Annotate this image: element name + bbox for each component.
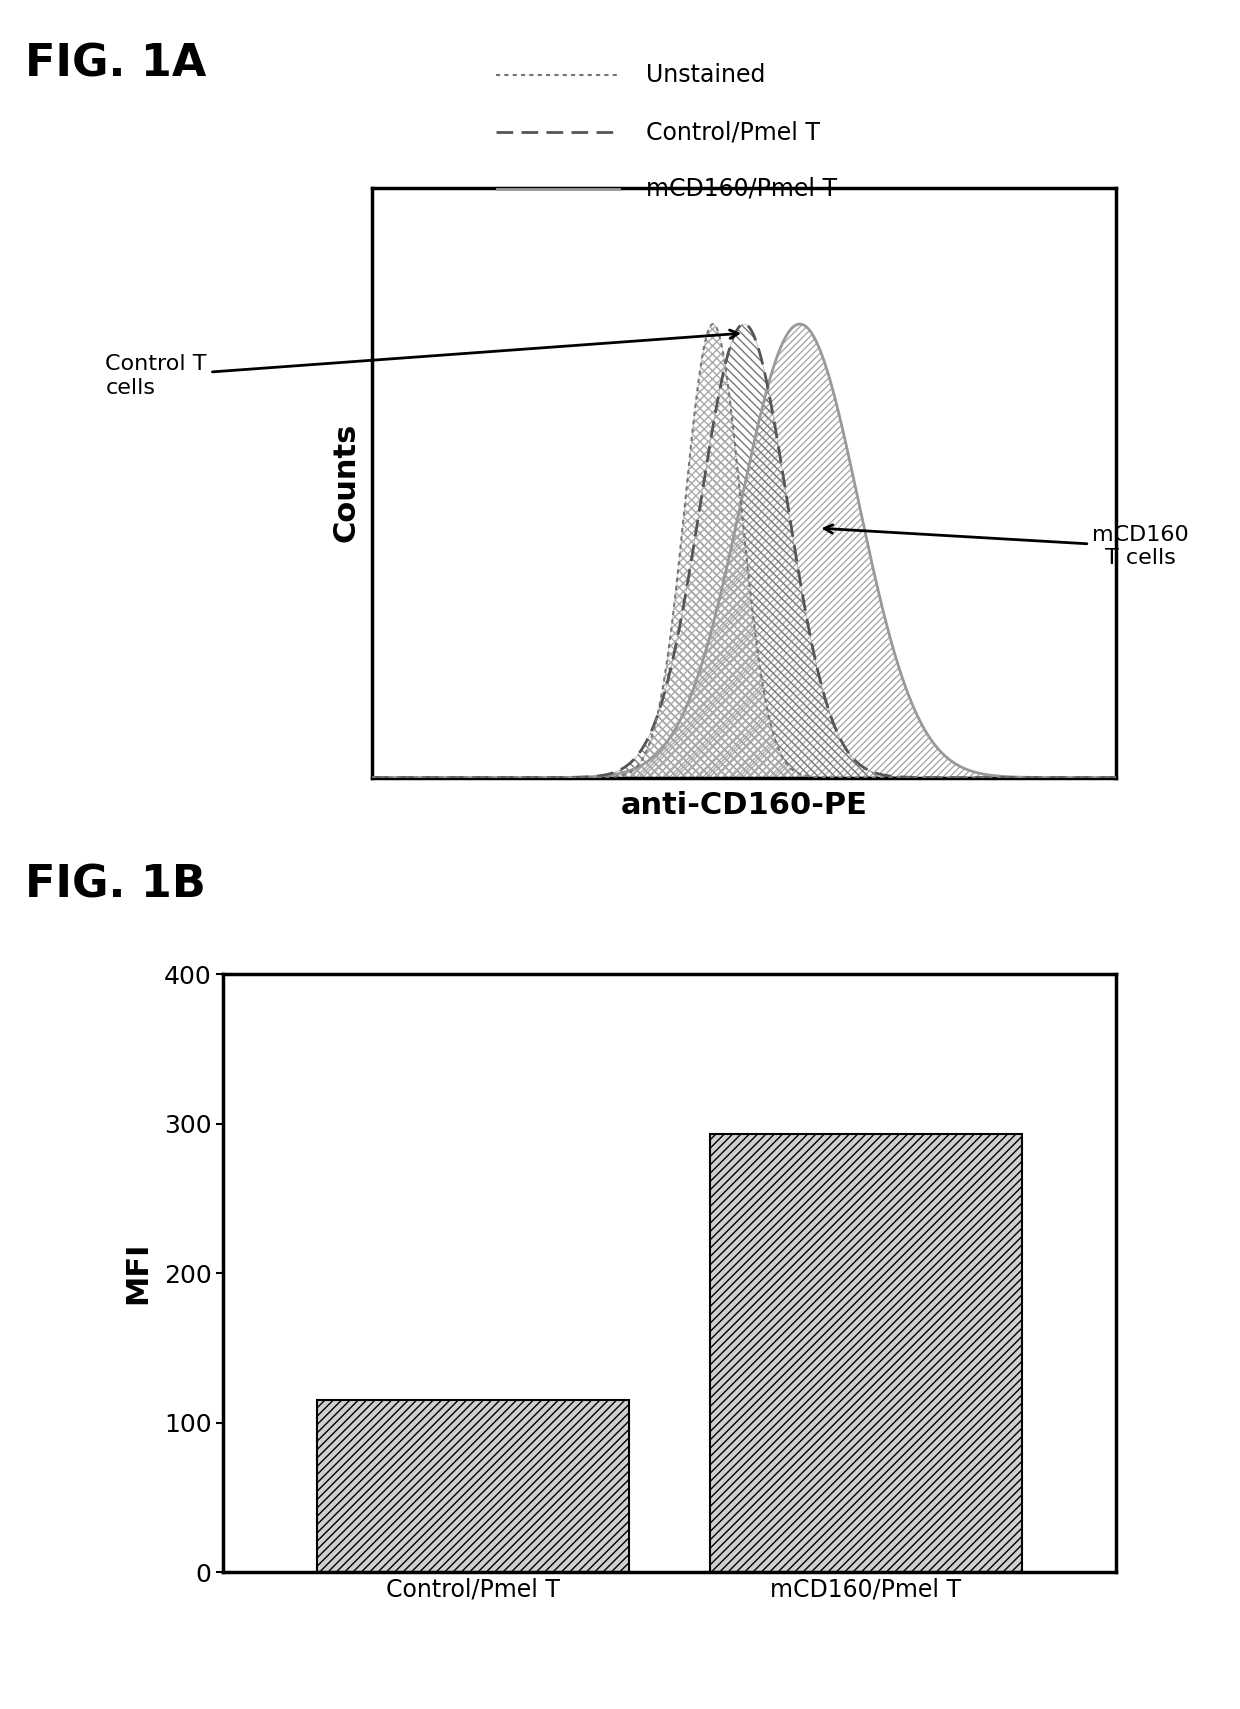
Text: FIG. 1A: FIG. 1A	[25, 43, 206, 85]
Text: Control/Pmel T: Control/Pmel T	[646, 120, 820, 144]
Y-axis label: Counts: Counts	[332, 424, 361, 542]
Y-axis label: MFI: MFI	[124, 1242, 153, 1304]
Bar	[709, 1135, 1022, 1572]
Text: mCD160
T cells: mCD160 T cells	[825, 525, 1189, 569]
Text: mCD160/Pmel T: mCD160/Pmel T	[646, 176, 837, 202]
Text: Unstained: Unstained	[646, 63, 765, 87]
Text: Control T
cells: Control T cells	[105, 330, 738, 398]
X-axis label: anti-CD160-PE: anti-CD160-PE	[620, 791, 868, 820]
Bar	[317, 1400, 630, 1572]
Text: FIG. 1B: FIG. 1B	[25, 863, 206, 906]
